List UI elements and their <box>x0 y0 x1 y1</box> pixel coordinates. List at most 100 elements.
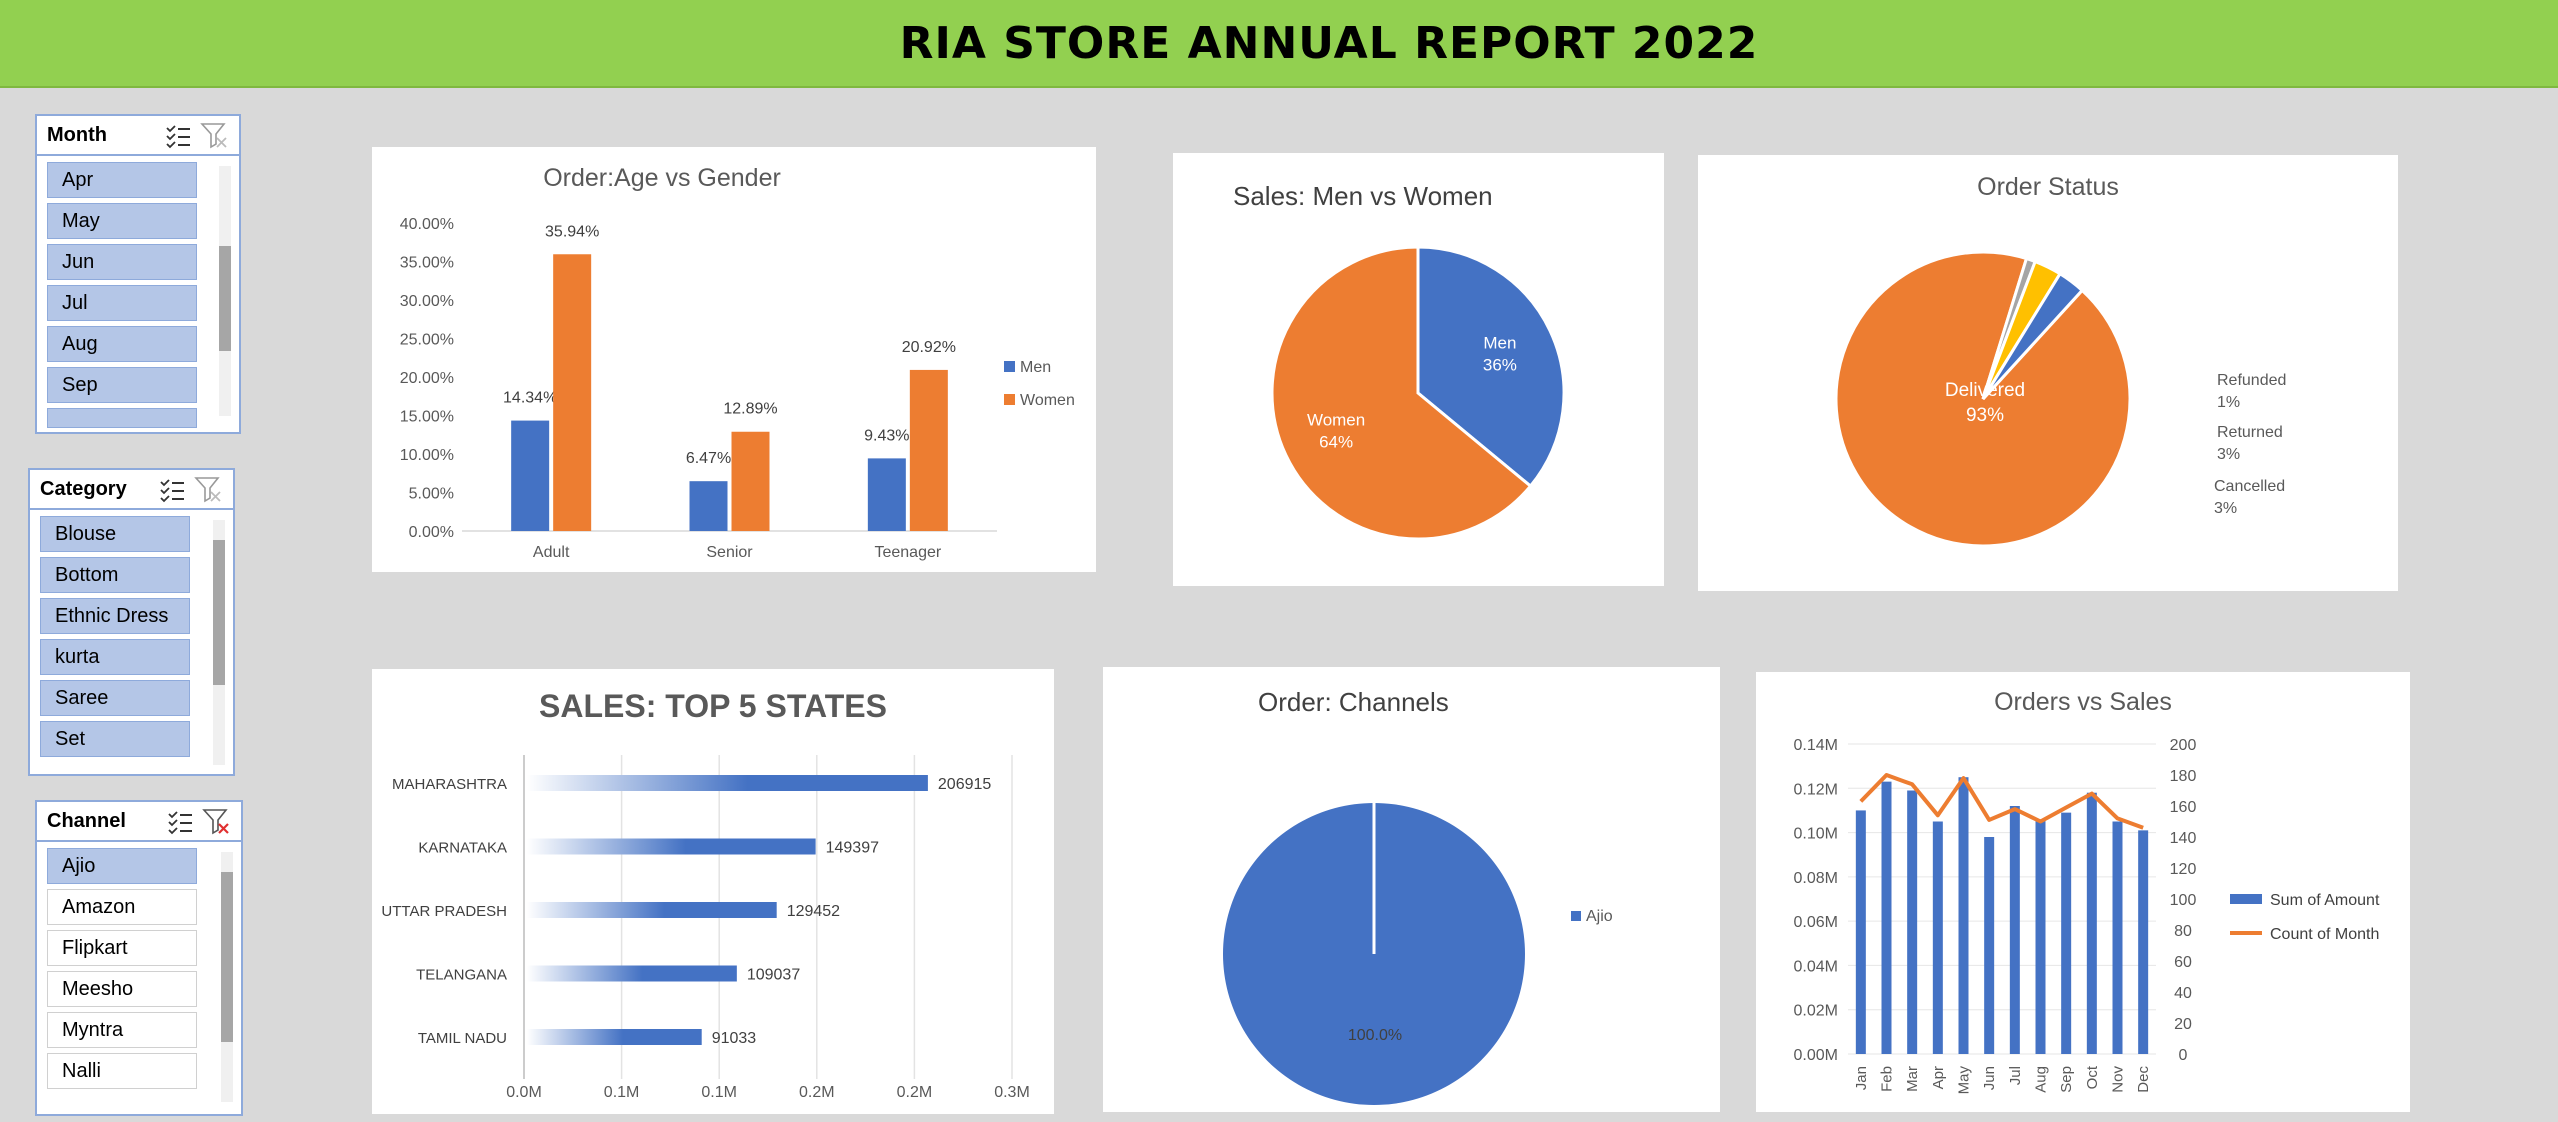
slicer-item-aug[interactable]: Aug <box>47 326 197 362</box>
data-label: 129452 <box>787 903 840 920</box>
bar-sep <box>2061 812 2072 1054</box>
clear-filter-icon[interactable] <box>199 120 229 150</box>
bar-karnataka <box>527 838 816 855</box>
multi-select-icon[interactable] <box>165 806 195 836</box>
slicer-item-meesho[interactable]: Meesho <box>47 971 197 1007</box>
orders-vs-sales-chart: Orders vs Sales 0.00M 0.02M 0.04M 0.06M 0.08M… <box>1794 688 2380 1094</box>
slicer-item-set[interactable]: Set <box>40 721 190 757</box>
y2-tick-label: 180 <box>2170 768 2197 785</box>
category-slicer-scrollbar[interactable] <box>213 520 225 765</box>
y-tick-label: 20.00% <box>400 370 454 387</box>
slicer-item-ajio[interactable]: Ajio <box>47 848 197 884</box>
slicer-item-apr[interactable]: Apr <box>47 162 197 198</box>
bar-nov <box>2112 821 2123 1054</box>
scrollbar-thumb[interactable] <box>221 872 233 1042</box>
y-tick-label: 5.00% <box>409 486 454 503</box>
slicer-item-jul[interactable]: Jul <box>47 285 197 321</box>
slicer-item-amazon[interactable]: Amazon <box>47 889 197 925</box>
month-slicer[interactable]: Month Apr May Jun Jul Aug Sep <box>35 114 241 434</box>
channel-slicer-scrollbar[interactable] <box>221 852 233 1102</box>
multi-select-icon[interactable] <box>157 474 187 504</box>
scrollbar-thumb[interactable] <box>213 540 225 685</box>
month-slicer-scrollbar[interactable] <box>219 166 231 416</box>
month-slicer-list: Apr May Jun Jul Aug Sep <box>37 156 239 428</box>
slice-value-label: 64% <box>1319 433 1353 452</box>
bar-mar <box>1907 790 1918 1054</box>
slicer-item-kurta[interactable]: kurta <box>40 639 190 675</box>
legend-label: Ajio <box>1586 908 1613 925</box>
data-label: 14.34% <box>503 390 557 407</box>
bar-jan <box>1855 810 1866 1054</box>
x-tick-label: Teenager <box>874 544 941 561</box>
chart-title: Order Status <box>1977 173 2119 201</box>
y-tick-label: 25.00% <box>400 332 454 349</box>
slice-name-label: Returned <box>2217 424 2283 441</box>
slicer-item-ethnic-dress[interactable]: Ethnic Dress <box>40 598 190 634</box>
x-tick-label: Jun <box>1981 1066 1998 1090</box>
y-tick-label: 35.00% <box>400 255 454 272</box>
slice-value-label: 3% <box>2217 446 2240 463</box>
bar-women-adult <box>553 254 592 531</box>
age-gender-chart-card[interactable]: Order:Age vs Gender 0.00% 5.00% 10.00% 15.00… <box>372 147 1096 572</box>
channel-slicer[interactable]: Channel Ajio Amazon Flipkart Meesho Mynt… <box>35 800 243 1116</box>
data-label: 6.47% <box>686 450 731 467</box>
y-tick-label: MAHARASHTRA <box>392 776 507 793</box>
y-tick-label: 0.02M <box>1794 1003 1838 1020</box>
slicer-item-jun[interactable]: Jun <box>47 244 197 280</box>
y2-tick-label: 80 <box>2174 923 2192 940</box>
y-tick-label: UTTAR PRADESH <box>381 903 507 920</box>
slicer-item-blouse[interactable]: Blouse <box>40 516 190 552</box>
bar-men-adult <box>511 420 550 531</box>
data-label: 9.43% <box>864 427 909 444</box>
orders-vs-sales-card[interactable]: Orders vs Sales 0.00M 0.02M 0.04M 0.06M 0.08M… <box>1756 672 2410 1112</box>
x-tick-label: Jul <box>2007 1066 2024 1085</box>
legend-label: Sum of Amount <box>2270 892 2380 909</box>
x-tick-label: Adult <box>533 544 570 561</box>
x-tick-label: 0.0M <box>506 1084 542 1101</box>
data-label: 91033 <box>712 1030 757 1047</box>
slicer-item-myntra[interactable]: Myntra <box>47 1012 197 1048</box>
data-label: 109037 <box>747 967 800 984</box>
slicer-item-partial[interactable] <box>47 408 197 428</box>
channel-slicer-title: Channel <box>47 809 126 832</box>
y2-tick-label: 160 <box>2170 799 2197 816</box>
channel-slicer-header: Channel <box>37 802 241 842</box>
multi-select-icon[interactable] <box>163 120 193 150</box>
top-states-chart-card[interactable]: SALES: TOP 5 STATES 0.0M 0.1M 0.1M 0.2M 0.2M 0… <box>372 669 1054 1114</box>
month-slicer-title: Month <box>47 123 107 146</box>
order-channels-chart: Order: Channels 100.0% Ajio <box>1222 687 1613 1105</box>
y2-tick-label: 20 <box>2174 1016 2192 1033</box>
slicer-item-sep[interactable]: Sep <box>47 367 197 403</box>
x-tick-label: Apr <box>1930 1066 1947 1089</box>
bar-feb <box>1881 781 1892 1054</box>
x-tick-label: Feb <box>1879 1066 1896 1092</box>
slicer-item-may[interactable]: May <box>47 203 197 239</box>
clear-filter-active-icon[interactable] <box>201 806 231 836</box>
y-tick-label: 0.06M <box>1794 914 1838 931</box>
order-status-chart: Order StatusDelivered93%Refunded1%Return… <box>1834 173 2286 548</box>
clear-filter-icon[interactable] <box>193 474 223 504</box>
channel-slicer-list: Ajio Amazon Flipkart Meesho Myntra Nalli <box>37 842 241 1102</box>
slicer-item-saree[interactable]: Saree <box>40 680 190 716</box>
slicer-item-flipkart[interactable]: Flipkart <box>47 930 197 966</box>
slicer-item-bottom[interactable]: Bottom <box>40 557 190 593</box>
men-women-sales-card[interactable]: Sales: Men vs Women Men 36% Women 64% <box>1173 153 1664 586</box>
category-slicer[interactable]: Category Blouse Bottom Ethnic Dress kurt… <box>28 468 235 776</box>
y2-tick-label: 120 <box>2170 861 2197 878</box>
data-label: 206915 <box>938 776 991 793</box>
bar-jul <box>2009 806 2020 1054</box>
legend-label: Women <box>1020 392 1075 409</box>
x-tick-label: Sep <box>2058 1066 2075 1093</box>
scrollbar-thumb[interactable] <box>219 246 231 351</box>
x-tick-label: 0.1M <box>604 1084 640 1101</box>
bar-women-senior <box>731 431 770 531</box>
chart-title: Order: Channels <box>1258 687 1449 717</box>
bar-maharashtra <box>527 775 928 791</box>
x-tick-label: Dec <box>2135 1066 2152 1093</box>
order-status-card[interactable]: Order StatusDelivered93%Refunded1%Return… <box>1698 155 2398 591</box>
order-channels-card[interactable]: Order: Channels 100.0% Ajio <box>1103 667 1720 1112</box>
slicer-item-nalli[interactable]: Nalli <box>47 1053 197 1089</box>
bar-men-senior <box>689 481 728 531</box>
report-title: RIA STORE ANNUAL REPORT 2022 <box>899 17 1759 69</box>
category-slicer-header: Category <box>30 470 233 510</box>
